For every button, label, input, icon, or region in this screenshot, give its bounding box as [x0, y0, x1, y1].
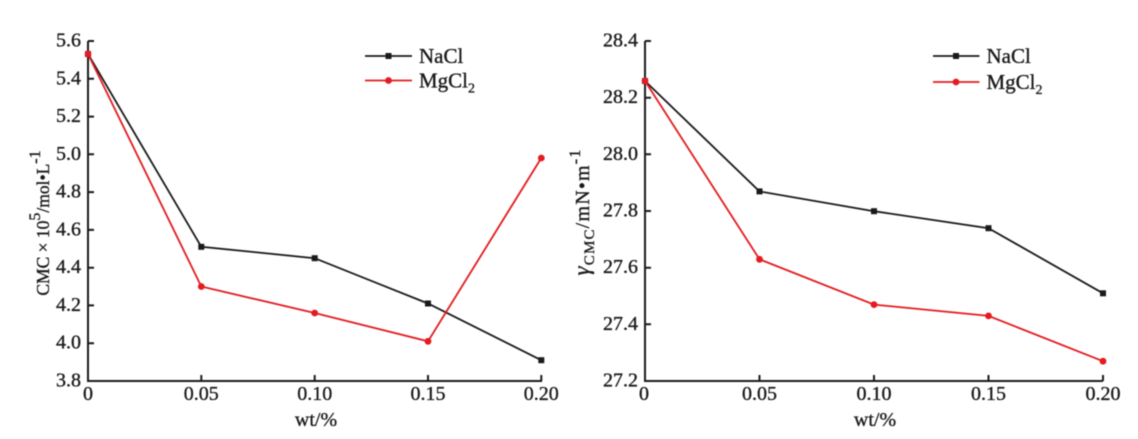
svg-text:wt/%: wt/%: [295, 409, 337, 431]
svg-text:NaCl: NaCl: [987, 44, 1031, 68]
svg-text:0.15: 0.15: [971, 383, 1006, 405]
svg-text:0.05: 0.05: [742, 383, 777, 405]
svg-text:4.8: 4.8: [56, 181, 81, 203]
svg-text:5.6: 5.6: [56, 30, 81, 52]
svg-text:28.4: 28.4: [603, 30, 638, 52]
svg-text:wt/%: wt/%: [854, 409, 896, 431]
svg-text:NaCl: NaCl: [419, 44, 463, 68]
svg-text:27.2: 27.2: [603, 370, 638, 392]
svg-text:4.6: 4.6: [56, 218, 81, 240]
svg-text:0.05: 0.05: [184, 383, 219, 405]
svg-text:0.15: 0.15: [411, 383, 446, 405]
svg-text:0: 0: [639, 383, 649, 405]
svg-text:0.10: 0.10: [857, 383, 892, 405]
svg-text:3.8: 3.8: [56, 370, 81, 392]
svg-text:5.2: 5.2: [56, 105, 81, 127]
svg-text:4.0: 4.0: [56, 332, 81, 354]
svg-text:5.0: 5.0: [56, 143, 81, 165]
svg-text:0.10: 0.10: [297, 383, 332, 405]
svg-text:28.2: 28.2: [603, 86, 638, 108]
svg-text:27.6: 27.6: [603, 256, 638, 278]
svg-text:4.2: 4.2: [56, 294, 81, 316]
svg-text:28.0: 28.0: [603, 143, 638, 165]
svg-text:27.8: 27.8: [603, 200, 638, 222]
svg-text:4.4: 4.4: [56, 256, 81, 278]
svg-text:0.20: 0.20: [1086, 383, 1121, 405]
svg-text:0.20: 0.20: [524, 383, 559, 405]
svg-text:5.4: 5.4: [56, 67, 81, 89]
svg-text:0: 0: [83, 383, 93, 405]
svg-text:MgCl2: MgCl2: [987, 70, 1043, 98]
svg-text:27.4: 27.4: [603, 313, 638, 335]
svg-text:MgCl2: MgCl2: [419, 69, 475, 97]
